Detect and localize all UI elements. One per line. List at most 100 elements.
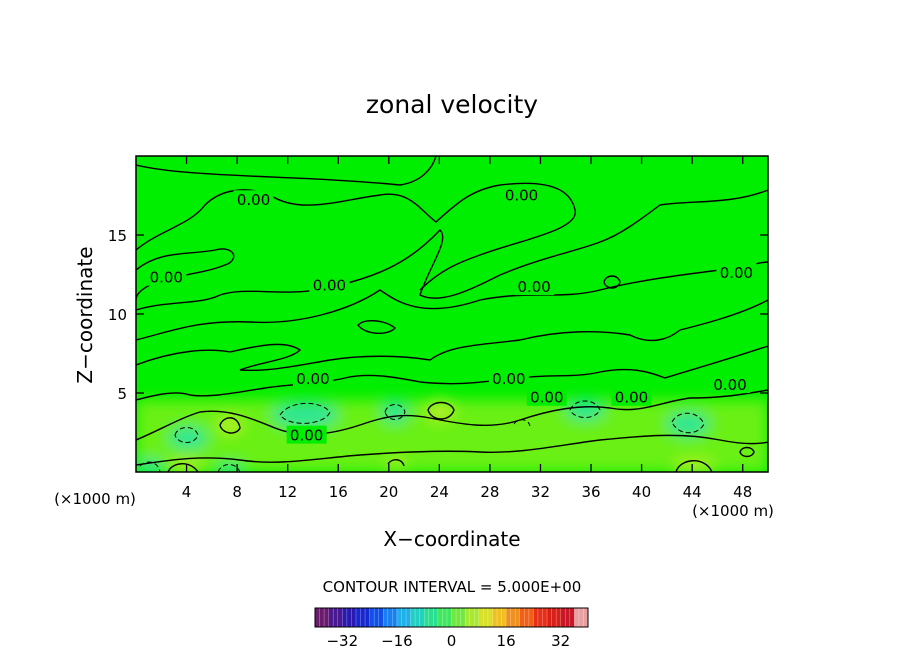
y-tick-label: 15 [108,227,127,245]
contour-label-bg [611,387,652,406]
colorbar-cell [419,608,425,627]
colorbar-cell [415,608,420,627]
x-tick-label: 40 [632,483,651,501]
colorbar-cell [410,608,416,627]
cool-patch [168,426,208,450]
negative-contour-lines [139,400,705,472]
colorbar-cell [369,608,375,627]
x-tick-label: 20 [379,483,398,501]
colorbar-cell [378,608,384,627]
colorbar-cell [456,608,461,627]
colorbar-cell [474,608,480,627]
contour-label-bg [233,190,274,209]
plot-area: 0.00 0.00 0.00 0.00 0.00 0.00 0.00 0.00 0.00 0.00… [108,155,769,501]
contour-line [136,248,235,301]
colorbar-cell [360,608,366,627]
colorbar-cell [346,608,352,627]
colorbar-cell [537,608,543,627]
colorbar-cell [510,608,516,627]
colorbar-cell [533,608,539,627]
contour-line [739,446,755,458]
colorbar-cell [424,608,430,627]
contour-label: 0.00 [290,427,323,445]
colorbar [314,607,589,628]
colorbar-cell [515,608,521,627]
contour-label: 0.00 [150,269,183,287]
x-tick-label: 48 [733,483,752,501]
colorbar-cell [565,608,571,627]
contour-line-dashed [279,402,331,424]
x-tick-label: 44 [683,483,702,501]
contour-line-dashed [513,419,531,427]
contour-label: 0.00 [530,389,563,407]
colorbar-cell [392,608,398,627]
contour-line [136,182,576,291]
colorbar-cell [501,608,507,627]
contour-label: 0.00 [615,389,648,407]
colorbar-cell [542,608,548,627]
colorbar-cell [428,608,434,627]
colorbar-cell [560,608,566,627]
contour-label: 0.00 [313,277,346,295]
colorbar-cell [446,608,452,627]
colorbar-cell [406,608,411,627]
contour-line [136,156,437,186]
x-tick-label: 4 [182,483,192,501]
contour-line [167,463,199,472]
contour-label-bg [526,387,567,406]
contour-labels: 0.00 0.00 0.00 0.00 0.00 0.00 0.00 0.00 0.00 0.00… [146,185,757,445]
warm-patch [672,458,716,472]
contour-line-dashed [671,412,705,434]
y-axis-ticks: 5 10 15 [108,227,768,403]
colorbar-cell [487,608,493,627]
colorbar-cell [556,608,561,627]
colorbar-cell [324,608,329,627]
colorbar-cell [337,608,343,627]
x-axis-label: X−coordinate [383,527,520,551]
colorbar-cell [460,608,466,627]
x-tick-label: 24 [430,483,449,501]
colorbar-cell [437,608,443,627]
colorbar-cell [583,608,589,627]
x-tick-label: 32 [531,483,550,501]
contour-line [387,459,405,467]
contour-line [136,189,768,311]
contour-line [427,401,455,420]
colorbar-cell [319,608,325,627]
colorbar-cell [492,608,498,627]
contour-label: 0.00 [492,370,525,388]
colorbar-tick-label: −32 [326,632,358,650]
y-axis-label: Z−coordinate [73,246,97,383]
contour-line [136,345,768,401]
contour-label-bg [716,262,757,281]
colorbar-cell [355,608,361,627]
contour-line [136,434,768,466]
contour-line-dashed [569,400,601,418]
contour-line-dashed [384,404,406,420]
contour-label: 0.00 [517,278,550,296]
colorbar-cell [465,608,470,627]
colorbar-cell [569,608,575,627]
x-unit-label-right: (×1000 m) [692,502,774,520]
contour-label: 0.00 [713,376,746,394]
contour-line [357,320,397,334]
cool-patch [381,400,409,424]
x-tick-label: 8 [232,483,242,501]
colorbar-cell [574,608,580,627]
contour-line [603,275,621,289]
colorbar-cell [383,608,389,627]
colorbar-cell [551,608,557,627]
colorbar-cell [374,608,379,627]
contour-label-bg [488,368,529,387]
colorbar-cell [365,608,370,627]
colorbar-cell [524,608,530,627]
colorbar-cell [451,608,457,627]
colorbar-tick-label: −16 [381,632,413,650]
contour-label-bg [514,277,555,296]
x-axis-ticks: 4 8 12 16 20 24 28 32 36 40 44 48 [182,156,752,501]
x-tick-label: 16 [329,483,348,501]
contour-label-bg [146,267,187,286]
contour-label: 0.00 [720,264,753,282]
